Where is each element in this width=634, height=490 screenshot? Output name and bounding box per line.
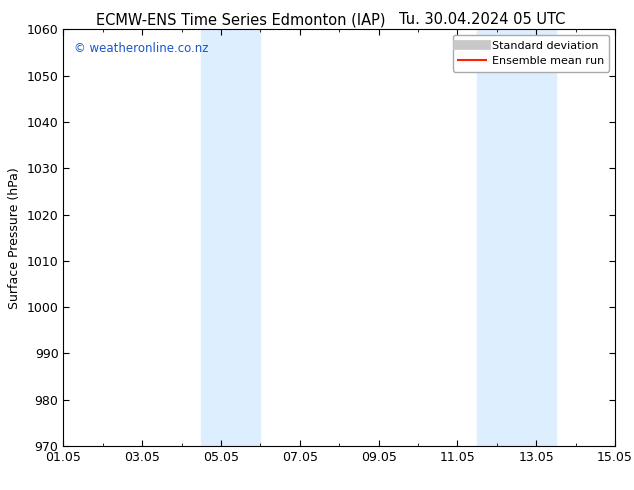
Text: © weatheronline.co.nz: © weatheronline.co.nz <box>74 42 209 55</box>
Text: ECMW-ENS Time Series Edmonton (IAP): ECMW-ENS Time Series Edmonton (IAP) <box>96 12 385 27</box>
Y-axis label: Surface Pressure (hPa): Surface Pressure (hPa) <box>8 167 21 309</box>
Legend: Standard deviation, Ensemble mean run: Standard deviation, Ensemble mean run <box>453 35 609 72</box>
Text: Tu. 30.04.2024 05 UTC: Tu. 30.04.2024 05 UTC <box>399 12 565 27</box>
Bar <box>202 29 261 446</box>
Bar <box>477 29 556 446</box>
